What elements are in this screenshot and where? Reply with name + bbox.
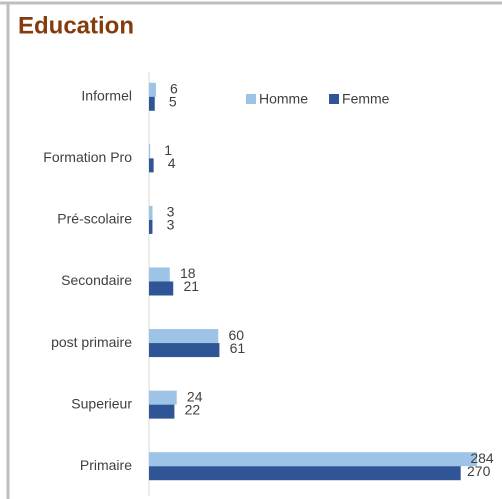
y-tick-label: Superieur bbox=[71, 395, 132, 411]
y-tick-label: post primaire bbox=[51, 334, 132, 350]
bar bbox=[149, 343, 220, 358]
data-label: 5 bbox=[169, 93, 177, 109]
bar bbox=[149, 466, 461, 481]
data-label: 61 bbox=[230, 340, 246, 356]
data-label: 24 bbox=[187, 388, 203, 404]
y-tick-label: Secondaire bbox=[61, 272, 132, 288]
data-label: 1 bbox=[164, 142, 172, 158]
legend-label: Femme bbox=[342, 91, 390, 107]
data-label: 21 bbox=[183, 278, 199, 294]
data-label: 18 bbox=[180, 265, 196, 281]
data-label: 22 bbox=[185, 401, 201, 417]
bar bbox=[149, 329, 219, 344]
data-label: 270 bbox=[467, 463, 491, 479]
data-label: 60 bbox=[228, 327, 244, 343]
data-label: 3 bbox=[167, 217, 175, 233]
legend-swatch bbox=[329, 94, 340, 104]
bar bbox=[149, 205, 153, 220]
y-tick-label: Pré-scolaire bbox=[57, 211, 132, 227]
bar bbox=[149, 158, 154, 173]
data-label: 3 bbox=[167, 204, 175, 220]
bar bbox=[149, 404, 175, 419]
bar bbox=[149, 219, 153, 234]
bar bbox=[149, 96, 155, 111]
data-label: 4 bbox=[168, 155, 176, 171]
data-label: 284 bbox=[470, 450, 494, 466]
y-tick-label: Informel bbox=[81, 87, 132, 103]
y-tick-label: Primaire bbox=[80, 457, 132, 473]
bar bbox=[149, 82, 156, 97]
legend-swatch bbox=[246, 94, 256, 104]
bar bbox=[149, 267, 170, 282]
data-label: 6 bbox=[170, 80, 178, 96]
bar bbox=[149, 144, 151, 159]
y-tick-label: Formation Pro bbox=[43, 149, 132, 165]
bar bbox=[149, 281, 174, 296]
bar bbox=[149, 390, 177, 405]
chart-title: Education bbox=[18, 12, 134, 39]
bar bbox=[149, 452, 477, 467]
legend-label: Homme bbox=[259, 91, 308, 107]
